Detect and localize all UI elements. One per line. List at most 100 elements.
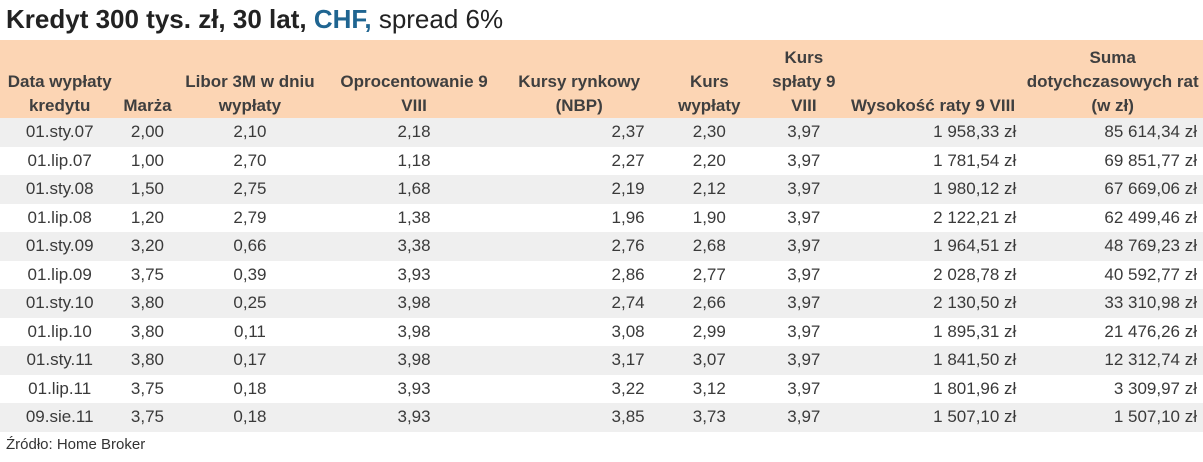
table-cell: 2,37 xyxy=(611,122,645,142)
table-cell: 33 310,98 zł xyxy=(1104,293,1197,313)
table-row: 01.lip.08 1,20 2,79 1,38 1,96 1,90 3,97 2 122,2… xyxy=(0,204,1203,233)
table-cell: 1 958,33 zł xyxy=(933,122,1017,142)
column-header: Marża xyxy=(123,96,172,115)
table-cell: 3,98 xyxy=(397,321,431,341)
table-cell: 3,85 xyxy=(611,407,645,427)
table-cell: 1,38 xyxy=(397,207,431,227)
table-cell: 2,20 xyxy=(692,150,726,170)
table-cell: 1 781,54 zł xyxy=(933,150,1017,170)
table-cell: 62 499,46 zł xyxy=(1104,207,1197,227)
table-cell: 3,20 xyxy=(130,236,165,256)
table-cell: 0,66 xyxy=(233,236,267,256)
table-cell: 1,68 xyxy=(397,179,431,199)
table-cell: 3,97 xyxy=(787,407,821,427)
table-cell: 1 895,31 zł xyxy=(933,321,1017,341)
table-row: 01.lip.07 1,00 2,70 1,18 2,27 2,20 3,97 1 781,5… xyxy=(0,147,1203,176)
title-text: Kredyt 300 tys. zł, 30 lat, xyxy=(6,4,314,34)
table-cell: 3,22 xyxy=(611,378,645,398)
table-cell: 2 028,78 zł xyxy=(933,264,1017,284)
table-cell: 01.lip.07 xyxy=(27,150,92,170)
table-cell: 1 507,10 zł xyxy=(1113,407,1197,427)
table-cell: 3,98 xyxy=(397,350,431,370)
table-cell: 01.lip.10 xyxy=(27,321,92,341)
table-cell: 3,75 xyxy=(130,378,165,398)
table-cell: 3,80 xyxy=(130,321,165,341)
loan-table: Data wypłaty kredytu Marża Libor 3M w dniu… xyxy=(0,40,1203,432)
table-cell: 2,68 xyxy=(692,236,726,256)
table-cell: 3,80 xyxy=(130,350,165,370)
table-cell: 69 851,77 zł xyxy=(1104,150,1197,170)
table-row: 01.lip.10 3,80 0,11 3,98 3,08 2,99 3,97 1 895,3… xyxy=(0,318,1203,347)
table-row: 01.sty.11 3,80 0,17 3,98 3,17 3,07 3,97 1 841,5… xyxy=(0,346,1203,375)
table-cell: 3,97 xyxy=(787,122,821,142)
table-row: 01.sty.08 1,50 2,75 1,68 2,19 2,12 3,97 1 980,1… xyxy=(0,175,1203,204)
table-cell: 85 614,34 zł xyxy=(1104,122,1197,142)
table-cell: 2,27 xyxy=(611,150,645,170)
table-cell: 01.sty.08 xyxy=(25,179,94,199)
table-cell: 1,50 xyxy=(130,179,165,199)
table-cell: 40 592,77 zł xyxy=(1104,264,1197,284)
table-cell: 2 130,50 zł xyxy=(933,293,1017,313)
table-cell: 48 769,23 zł xyxy=(1104,236,1197,256)
table-cell: 2,00 xyxy=(130,122,165,142)
table-cell: 1 801,96 zł xyxy=(933,378,1017,398)
table-cell: 3,97 xyxy=(787,207,821,227)
table-cell: 3,97 xyxy=(787,378,821,398)
table-cell: 3,93 xyxy=(397,264,431,284)
table-cell: 1,20 xyxy=(130,207,165,227)
table-cell: 01.sty.10 xyxy=(25,293,94,313)
header-row: Data wypłaty kredytu Marża Libor 3M w dniu… xyxy=(0,40,1203,118)
table-cell: 2,70 xyxy=(233,150,267,170)
column-header: Kurs spłaty 9 VIII xyxy=(772,48,836,115)
table-cell: 2,86 xyxy=(611,264,645,284)
table-cell: 01.lip.08 xyxy=(27,207,92,227)
table-cell: 3,17 xyxy=(611,350,645,370)
table-cell: 01.sty.07 xyxy=(25,122,94,142)
table-cell: 2,79 xyxy=(233,207,267,227)
table-cell: 0,17 xyxy=(233,350,267,370)
table-cell: 3,93 xyxy=(397,378,431,398)
table-cell: 1,18 xyxy=(397,150,431,170)
table-cell: 0,25 xyxy=(233,293,267,313)
table-row: 01.sty.09 3,20 0,66 3,38 2,76 2,68 3,97 1 964,5… xyxy=(0,232,1203,261)
table-cell: 0,39 xyxy=(233,264,267,284)
page-title: Kredyt 300 tys. zł, 30 lat, CHF, spread … xyxy=(6,4,503,35)
table-cell: 2,30 xyxy=(692,122,726,142)
table-cell: 3,07 xyxy=(692,350,726,370)
column-header: Kursy rynkowy (NBP) xyxy=(518,72,641,115)
table-cell: 3,97 xyxy=(787,236,821,256)
table-cell: 1 507,10 zł xyxy=(933,407,1017,427)
table-cell: 2 122,21 zł xyxy=(933,207,1017,227)
table-cell: 3,73 xyxy=(692,407,726,427)
table-cell: 3 309,97 zł xyxy=(1113,378,1197,398)
table-cell: 1,90 xyxy=(692,207,726,227)
column-header: Data wypłaty kredytu xyxy=(7,72,112,115)
table-cell: 1 841,50 zł xyxy=(933,350,1017,370)
table-cell: 2,76 xyxy=(611,236,645,256)
table-cell: 3,75 xyxy=(130,407,165,427)
table-cell: 3,93 xyxy=(397,407,431,427)
table-cell: 3,97 xyxy=(787,321,821,341)
table-cell: 3,98 xyxy=(397,293,431,313)
table-cell: 3,75 xyxy=(130,264,165,284)
column-header: Kurs wypłaty xyxy=(678,72,741,115)
table-cell: 3,80 xyxy=(130,293,165,313)
table-cell: 0,11 xyxy=(234,321,266,341)
table-cell: 2,19 xyxy=(611,179,645,199)
table-cell: 67 669,06 zł xyxy=(1104,179,1197,199)
table-cell: 01.lip.11 xyxy=(28,378,92,398)
table-cell: 3,97 xyxy=(787,293,821,313)
table-cell: 01.lip.09 xyxy=(27,264,92,284)
table-cell: 09.sie.11 xyxy=(25,407,94,427)
table-cell: 3,97 xyxy=(787,150,821,170)
column-header: Suma dotychczasowych rat (w zł) xyxy=(1026,48,1199,115)
table-cell: 1,00 xyxy=(130,150,165,170)
table-cell: 2,18 xyxy=(397,122,431,142)
table-cell: 2,66 xyxy=(692,293,726,313)
table-cell: 21 476,26 zł xyxy=(1104,321,1197,341)
table-cell: 3,97 xyxy=(787,179,821,199)
table-row: 01.sty.07 2,00 2,10 2,18 2,37 2,30 3,97 1 958,3… xyxy=(0,118,1203,147)
table-cell: 1 964,51 zł xyxy=(933,236,1017,256)
column-header: Oprocentowanie 9 VIII xyxy=(340,72,488,115)
table-cell: 3,12 xyxy=(692,378,726,398)
